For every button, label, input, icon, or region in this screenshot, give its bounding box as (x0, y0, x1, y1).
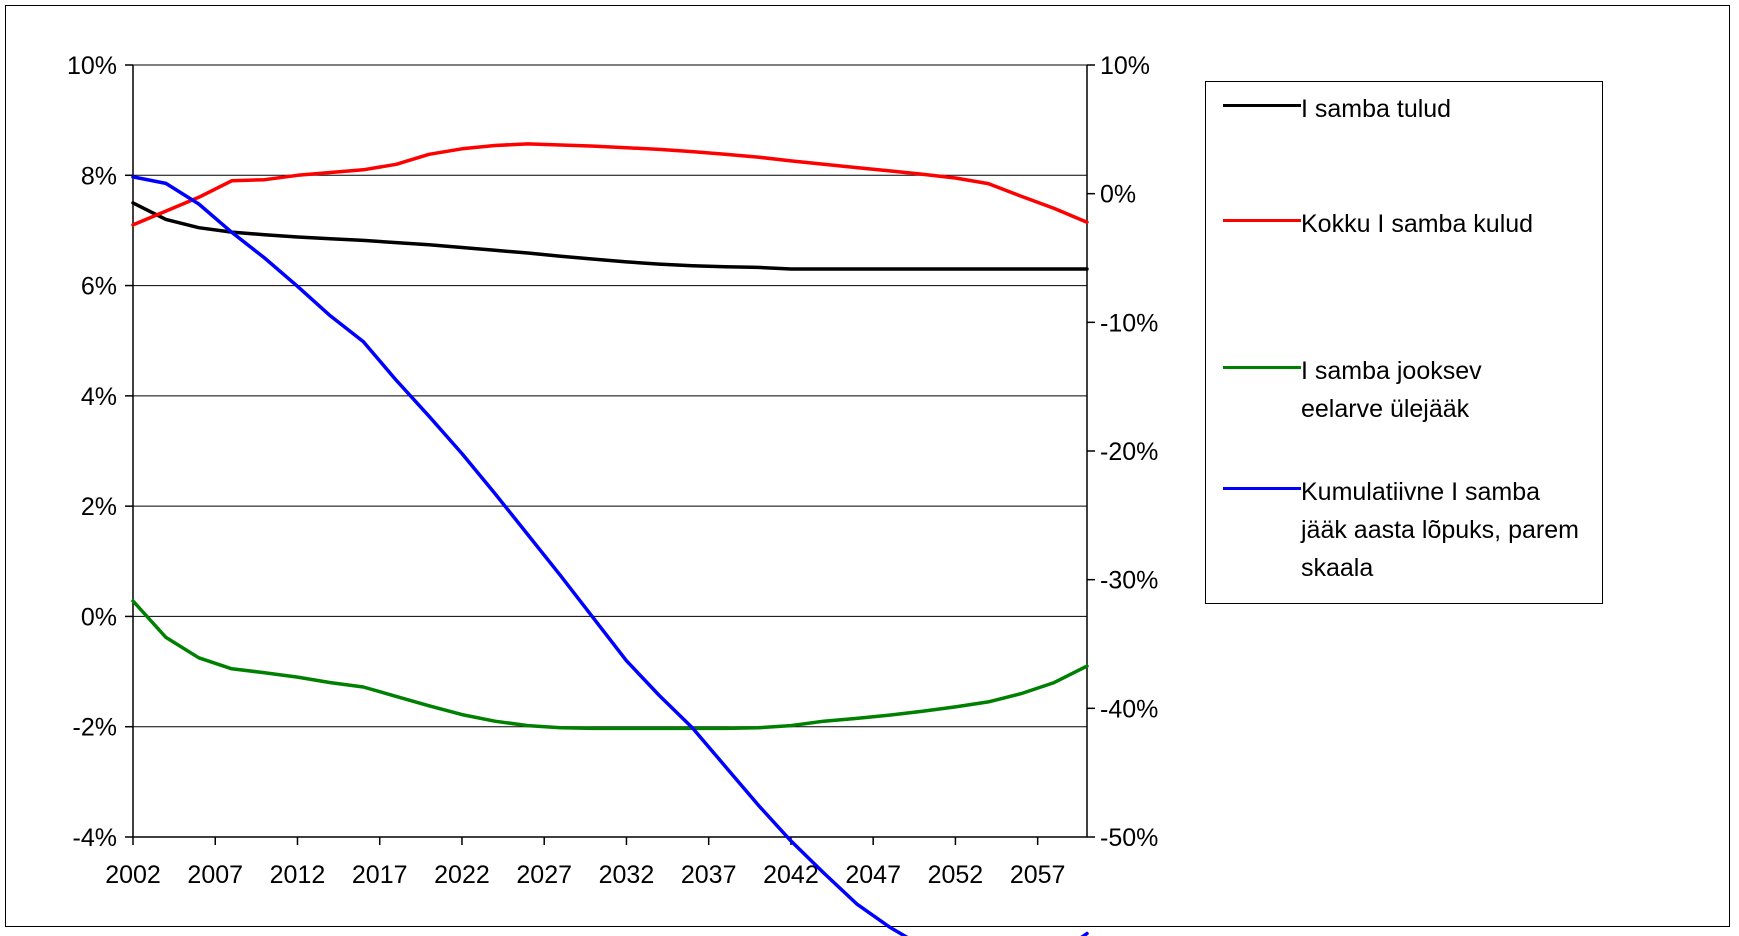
series-line-1 (131, 201, 1089, 271)
left-tick-label: 4% (81, 383, 117, 411)
axes (132, 65, 1088, 838)
x-tick-label: 2017 (352, 861, 408, 889)
series-line-2 (131, 142, 1089, 227)
left-tick-label: 0% (81, 603, 117, 631)
legend-label: Kumulatiivne I samba jääk aasta lõpuks, … (1301, 478, 1579, 582)
left-tick-label: -2% (73, 714, 117, 742)
tick-labels: -4% -2% 0% 2% 4% 6% 8% 10% -50% -40% -30% -20% -10% 0… (67, 52, 1158, 889)
x-tick-label: 2057 (1010, 861, 1066, 889)
right-tick-label: -30% (1100, 567, 1158, 595)
x-tick-label: 2047 (845, 861, 901, 889)
x-tick-label: 2037 (681, 861, 737, 889)
legend-swatch (1223, 487, 1301, 490)
series-line-4 (131, 175, 1089, 936)
x-tick-label: 2027 (516, 861, 572, 889)
legend-label: Kokku I samba kulud (1301, 210, 1534, 238)
right-tick-label: -40% (1100, 695, 1158, 723)
x-tick-label: 2052 (928, 861, 984, 889)
x-tick-label: 2042 (763, 861, 819, 889)
grid-lines (133, 64, 1087, 728)
x-tick-label: 2022 (434, 861, 490, 889)
series-line-3 (131, 599, 1089, 731)
legend-swatch (1223, 366, 1301, 369)
legend-swatch (1223, 219, 1301, 222)
x-tick-label: 2002 (105, 861, 161, 889)
legend-swatch (1223, 104, 1301, 107)
left-tick-label: 6% (81, 273, 117, 301)
right-tick-label: 0% (1100, 181, 1136, 209)
right-tick-label: 10% (1100, 52, 1150, 80)
right-tick-label: -20% (1100, 438, 1158, 466)
x-tick-label: 2032 (599, 861, 655, 889)
legend: I samba tulud Kokku I samba kulud I samba … (1205, 81, 1603, 604)
left-tick-label: 2% (81, 493, 117, 521)
legend-label: I samba tulud (1301, 95, 1452, 123)
left-tick-label: 10% (67, 52, 117, 80)
chart-frame (5, 5, 1730, 927)
left-tick-label: 8% (81, 162, 117, 190)
legend-label: I samba jooksev eelarve ülejääk (1301, 357, 1482, 423)
right-tick-label: -50% (1100, 824, 1158, 852)
x-tick-label: 2007 (187, 861, 243, 889)
x-tick-label: 2012 (270, 861, 326, 889)
left-tick-label: -4% (73, 824, 117, 852)
right-tick-label: -10% (1100, 309, 1158, 337)
series-lines (131, 142, 1089, 936)
